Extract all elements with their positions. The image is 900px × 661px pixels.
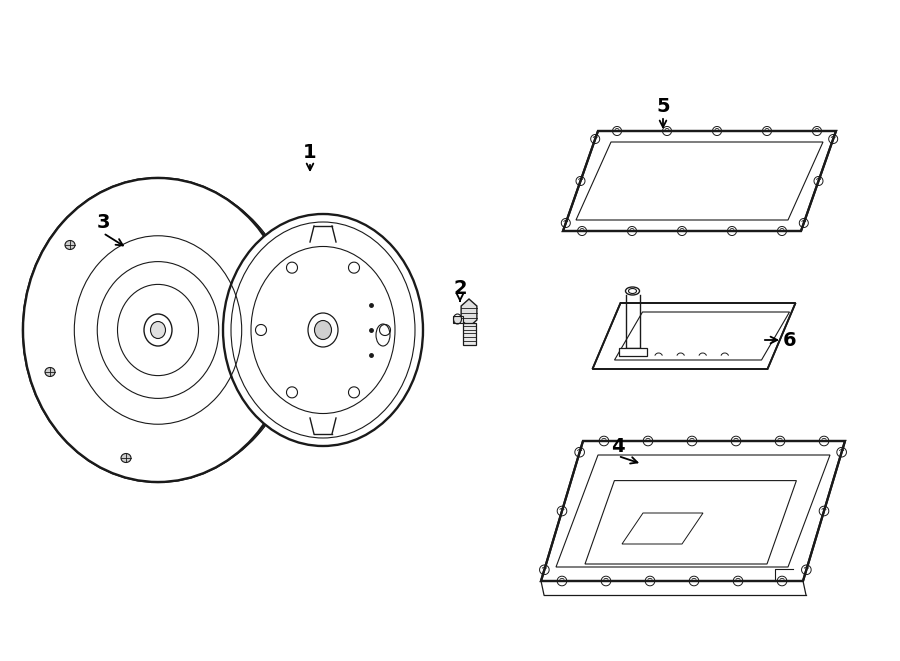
Text: 1: 1: [303, 143, 317, 161]
Polygon shape: [461, 299, 477, 327]
Text: 6: 6: [783, 330, 796, 350]
Text: 5: 5: [656, 97, 670, 116]
Text: 4: 4: [611, 436, 625, 455]
Ellipse shape: [223, 214, 423, 446]
Ellipse shape: [626, 287, 640, 295]
Text: 3: 3: [96, 214, 110, 233]
Polygon shape: [618, 348, 646, 356]
Polygon shape: [541, 441, 845, 581]
Ellipse shape: [121, 453, 131, 463]
Ellipse shape: [45, 368, 55, 377]
Ellipse shape: [65, 241, 75, 249]
Ellipse shape: [32, 181, 296, 479]
Ellipse shape: [150, 321, 166, 338]
Ellipse shape: [23, 178, 293, 482]
Polygon shape: [463, 323, 475, 345]
Ellipse shape: [144, 314, 172, 346]
Polygon shape: [592, 303, 796, 369]
Polygon shape: [563, 131, 836, 231]
Ellipse shape: [314, 321, 331, 340]
Ellipse shape: [41, 185, 297, 475]
Text: 2: 2: [454, 278, 467, 297]
Ellipse shape: [51, 190, 297, 470]
Polygon shape: [453, 316, 463, 323]
